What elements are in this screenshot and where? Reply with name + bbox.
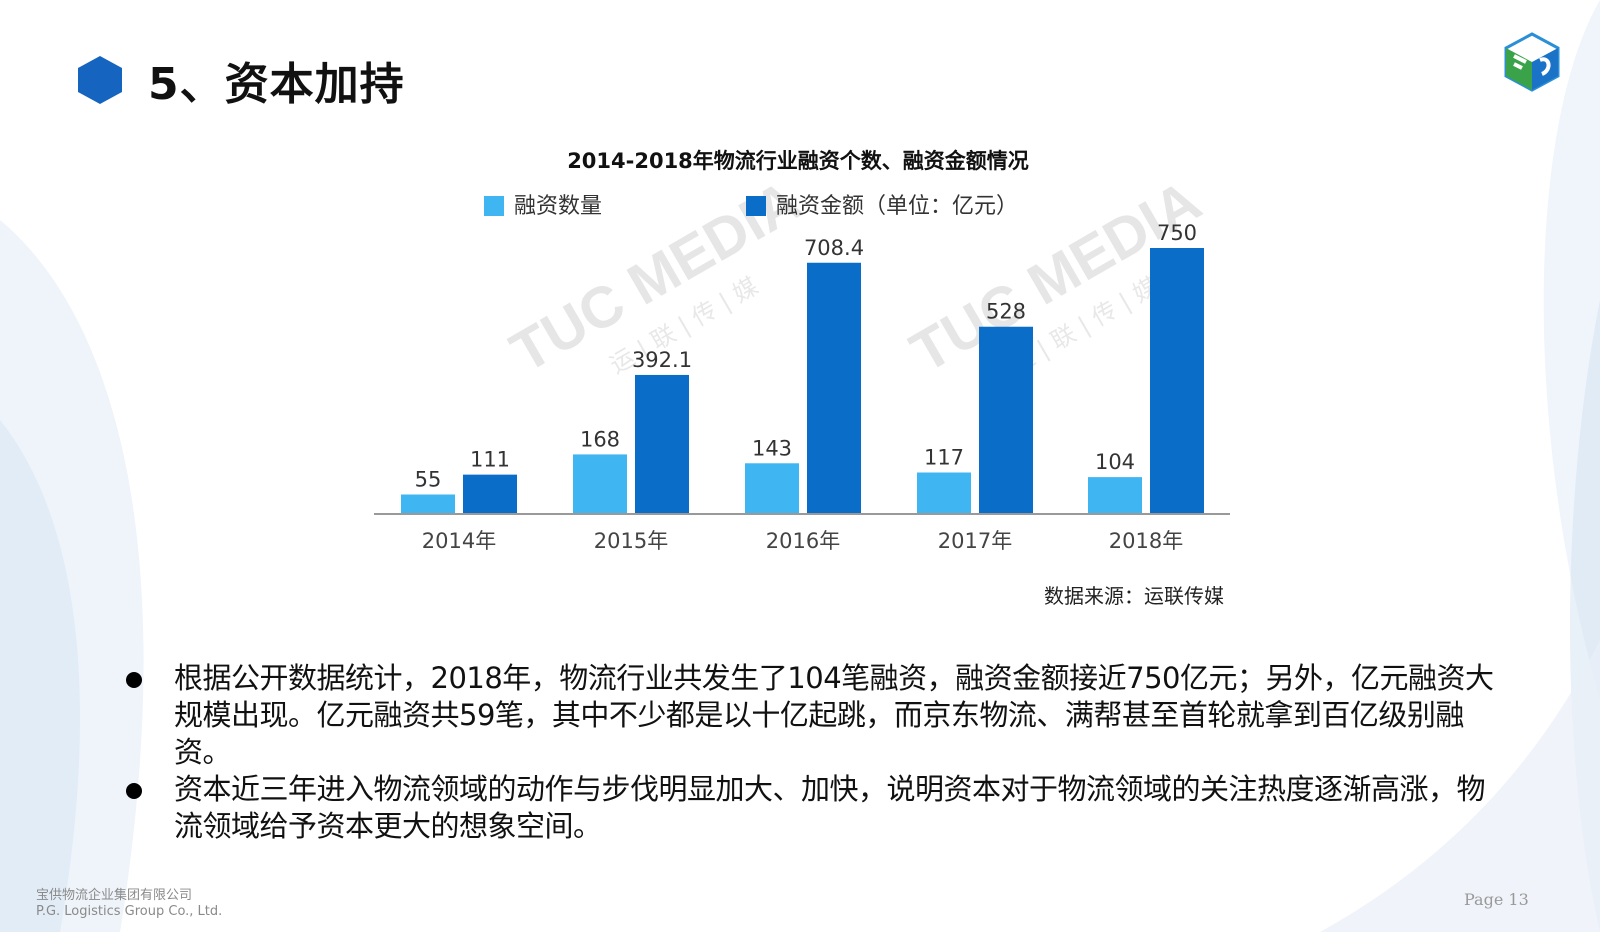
- x-tick-label: 2014年: [422, 529, 496, 553]
- legend-swatch-series-1: [484, 196, 504, 216]
- bar-series-1-0: [401, 494, 455, 514]
- bar-series-2-1: [635, 374, 689, 514]
- x-tick-label: 2015年: [594, 529, 668, 553]
- data-label-series-2: 392.1: [632, 348, 692, 372]
- page-number: Page 13: [1464, 890, 1529, 909]
- bar-chart: TUC MEDIA TUC MEDIA 运 | 联 | 传 | 媒 运 | 联 …: [374, 149, 1230, 553]
- bar-series-1-2: [745, 463, 799, 514]
- bullet-item: 资本近三年进入物流领域的动作与步伐明显加大、加快，说明资本对于物流领域的关注热度…: [124, 771, 1504, 845]
- bar-series-1-3: [917, 472, 971, 514]
- footer-company: 宝供物流企业集团有限公司 P.G. Logistics Group Co., L…: [36, 888, 222, 920]
- bullet-text: 根据公开数据统计，2018年，物流行业共发生了104笔融资，融资金额接近750亿…: [174, 661, 1494, 769]
- bar-series-2-2: [807, 262, 861, 514]
- x-tick-label: 2016年: [766, 529, 840, 553]
- data-label-series-2: 708.4: [804, 236, 864, 260]
- data-label-series-1: 143: [752, 436, 792, 460]
- bar-series-2-3: [979, 326, 1033, 514]
- legend-label-series-2: 融资金额（单位：亿元）: [776, 194, 1018, 219]
- x-tick-label: 2018年: [1109, 529, 1183, 553]
- footer-company-cn: 宝供物流企业集团有限公司: [36, 888, 193, 903]
- company-logo-icon: [1504, 32, 1560, 92]
- data-label-series-1: 117: [924, 446, 964, 470]
- slide-title: 5、资本加持: [148, 59, 405, 110]
- chart-panel: TUC MEDIA TUC MEDIA 运 | 联 | 传 | 媒 运 | 联 …: [326, 134, 1270, 574]
- data-label-series-1: 104: [1095, 450, 1135, 474]
- bar-series-1-1: [573, 454, 627, 514]
- legend-label-series-1: 融资数量: [514, 194, 602, 219]
- bullet-list: 根据公开数据统计，2018年，物流行业共发生了104笔融资，融资金额接近750亿…: [124, 660, 1504, 845]
- x-tick-label: 2017年: [938, 529, 1012, 553]
- data-label-series-2: 750: [1157, 221, 1197, 245]
- bars-layer: 55 111 168 392.1 143 708.4 117 528 104 750: [401, 221, 1204, 514]
- footer-company-en: P.G. Logistics Group Co., Ltd.: [36, 904, 223, 919]
- chart-title: 2014-2018年物流行业融资个数、融资金额情况: [567, 149, 1029, 173]
- hexagon-icon: [78, 56, 122, 104]
- slide-title-area: 5、资本加持: [76, 50, 405, 110]
- bullet-dot-icon: [126, 672, 142, 688]
- bullet-item: 根据公开数据统计，2018年，物流行业共发生了104笔融资，融资金额接近750亿…: [124, 660, 1504, 771]
- bullet-text: 资本近三年进入物流领域的动作与步伐明显加大、加快，说明资本对于物流领域的关注热度…: [174, 772, 1486, 843]
- data-label-series-2: 528: [986, 300, 1026, 324]
- data-label-series-2: 111: [470, 448, 510, 472]
- bar-series-2-0: [463, 474, 517, 514]
- data-label-series-1: 55: [415, 467, 442, 491]
- bullet-dot-icon: [126, 783, 142, 799]
- bar-series-1-4: [1088, 477, 1142, 514]
- legend-swatch-series-2: [746, 196, 766, 216]
- data-label-series-1: 168: [580, 427, 620, 451]
- bar-series-2-4: [1150, 248, 1204, 514]
- source-note: 数据来源：运联传媒: [1044, 584, 1224, 608]
